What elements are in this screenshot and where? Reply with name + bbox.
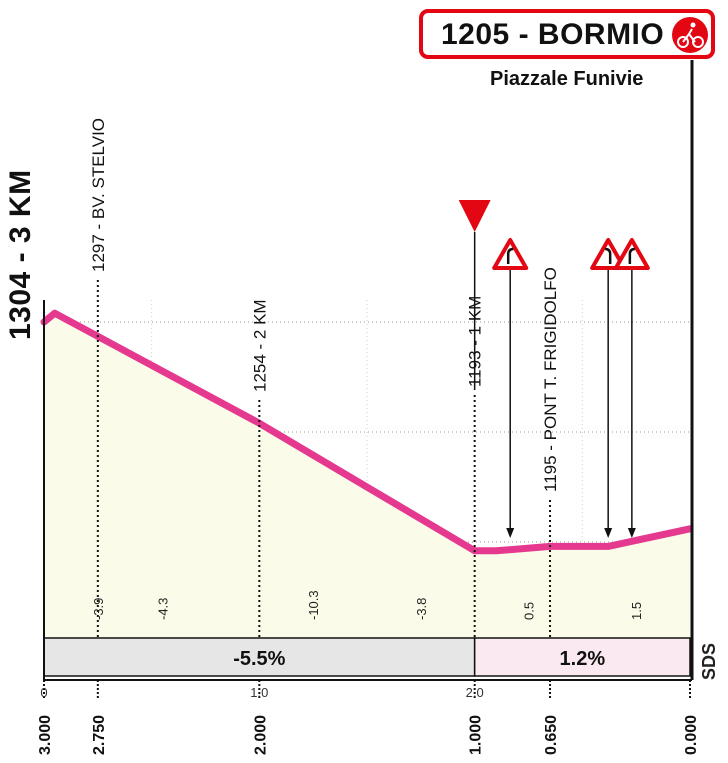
- curve-right-sign-icon: [590, 238, 627, 538]
- profile-area: [40, 309, 694, 638]
- sign-arrow-head: [627, 528, 636, 538]
- finish-sublabel: Piazzale Funivie: [490, 68, 644, 90]
- curve-left-sign-icon: [613, 238, 650, 538]
- cyclist-finish-icon: [672, 17, 708, 53]
- gradient-label: 0.5: [522, 602, 537, 620]
- gradient-label: -3.8: [414, 598, 429, 620]
- gradient-bar: -5.5% 1.2%: [43, 637, 691, 677]
- km-tick-top-label: 2.0: [466, 685, 484, 700]
- km-axis: 0 3.000 2.750 1.0 2.000 2.0 1.000 0.650 0.000: [37, 60, 700, 755]
- km-tick-bottom-label: 0.650: [543, 715, 560, 755]
- km-tick-bottom-label: 3.000: [37, 715, 54, 755]
- finish-banner: 1205 - BORMIO: [419, 9, 715, 59]
- side-title: 1304 - 3 KM: [4, 169, 37, 340]
- km-tick-bottom-label: 2.000: [252, 715, 269, 755]
- gradient-segment: [473, 637, 691, 677]
- km-tick-bottom-label: 2.750: [91, 715, 108, 755]
- km-tick-top-label: 0: [40, 685, 47, 700]
- gradient-label: 1.5: [629, 602, 644, 620]
- annotation-label: 1297 - BV. STELVIO: [89, 118, 108, 272]
- warning-triangle: [613, 238, 650, 270]
- gradient-segment-label: 1.2%: [560, 648, 606, 670]
- warning-triangle: [492, 238, 529, 270]
- curve-left-sign-icon: [492, 238, 529, 538]
- curve-glyph: [605, 247, 612, 264]
- sign-arrow-head: [506, 528, 515, 538]
- finish-label: 1205 - BORMIO: [441, 18, 665, 51]
- km-tick-bottom-label: 0.000: [683, 715, 700, 755]
- brand-logo: SDS: [699, 642, 719, 680]
- road-signs: [458, 200, 650, 538]
- annotation-label: 1254 - 2 KM: [250, 299, 269, 392]
- gradient-label: -10.3: [306, 590, 321, 620]
- curve-glyph: [628, 247, 635, 264]
- flamme-rouge-icon: [458, 200, 491, 232]
- gradient-label: -4.3: [155, 598, 170, 620]
- gradient-label: -3.9: [91, 598, 106, 620]
- curve-glyph: [506, 247, 514, 264]
- km-tick-top-label: 1.0: [250, 685, 268, 700]
- sign-arrow-head: [604, 528, 613, 538]
- km-tick-bottom-label: 1.000: [468, 715, 485, 755]
- warning-triangle: [590, 238, 627, 270]
- profile-line: [40, 309, 694, 555]
- annotation-label: 1195 - PONT T. FRIGIDOLFO: [541, 267, 560, 492]
- gradient-segment-label: -5.5%: [233, 648, 285, 670]
